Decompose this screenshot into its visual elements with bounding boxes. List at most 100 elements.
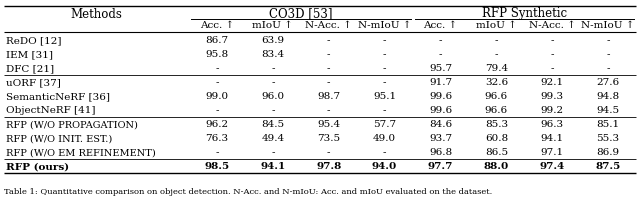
Text: RFP Synthetic: RFP Synthetic [482, 7, 567, 20]
Text: N-Acc. ↑: N-Acc. ↑ [305, 21, 352, 30]
Text: -: - [383, 147, 387, 156]
Text: N-mIoU ↑: N-mIoU ↑ [581, 21, 635, 30]
Text: 96.6: 96.6 [484, 92, 508, 101]
Text: 85.1: 85.1 [596, 120, 620, 128]
Text: 99.0: 99.0 [205, 92, 228, 101]
Text: N-mIoU ↑: N-mIoU ↑ [358, 21, 412, 30]
Text: 86.5: 86.5 [484, 147, 508, 156]
Text: 94.1: 94.1 [541, 134, 564, 142]
Text: -: - [383, 50, 387, 59]
Text: 95.1: 95.1 [373, 92, 396, 101]
Text: -: - [327, 147, 330, 156]
Text: 94.8: 94.8 [596, 92, 620, 101]
Text: 86.7: 86.7 [205, 36, 228, 45]
Text: 99.2: 99.2 [541, 106, 564, 115]
Text: RFP (W/O EM REFINEMENT): RFP (W/O EM REFINEMENT) [6, 147, 156, 156]
Text: 95.8: 95.8 [205, 50, 228, 59]
Text: uORF [37]: uORF [37] [6, 78, 61, 87]
Text: 84.6: 84.6 [429, 120, 452, 128]
Text: -: - [271, 106, 275, 115]
Text: -: - [383, 36, 387, 45]
Text: ReDO [12]: ReDO [12] [6, 36, 61, 45]
Text: -: - [215, 64, 219, 73]
Text: 96.3: 96.3 [541, 120, 564, 128]
Text: -: - [550, 64, 554, 73]
Text: -: - [215, 78, 219, 87]
Text: 95.4: 95.4 [317, 120, 340, 128]
Text: -: - [550, 36, 554, 45]
Text: CO3D [53]: CO3D [53] [269, 7, 333, 20]
Text: 96.0: 96.0 [261, 92, 284, 101]
Text: 49.0: 49.0 [373, 134, 396, 142]
Text: 76.3: 76.3 [205, 134, 228, 142]
Text: 96.2: 96.2 [205, 120, 228, 128]
Text: -: - [438, 50, 442, 59]
Text: 87.5: 87.5 [595, 161, 621, 170]
Text: 93.7: 93.7 [429, 134, 452, 142]
Text: 79.4: 79.4 [484, 64, 508, 73]
Text: -: - [271, 64, 275, 73]
Text: RFP (W/O INIT. EST.): RFP (W/O INIT. EST.) [6, 134, 112, 142]
Text: 96.6: 96.6 [484, 106, 508, 115]
Text: 91.7: 91.7 [429, 78, 452, 87]
Text: 99.6: 99.6 [429, 92, 452, 101]
Text: -: - [606, 50, 610, 59]
Text: 96.8: 96.8 [429, 147, 452, 156]
Text: 99.3: 99.3 [541, 92, 564, 101]
Text: -: - [383, 64, 387, 73]
Text: 57.7: 57.7 [373, 120, 396, 128]
Text: N-Acc. ↑: N-Acc. ↑ [529, 21, 575, 30]
Text: 73.5: 73.5 [317, 134, 340, 142]
Text: -: - [215, 147, 219, 156]
Text: ObjectNeRF [41]: ObjectNeRF [41] [6, 106, 95, 115]
Text: 63.9: 63.9 [261, 36, 284, 45]
Text: SemanticNeRF [36]: SemanticNeRF [36] [6, 92, 110, 101]
Text: -: - [383, 78, 387, 87]
Text: DFC [21]: DFC [21] [6, 64, 54, 73]
Text: -: - [327, 64, 330, 73]
Text: 94.0: 94.0 [372, 161, 397, 170]
Text: Methods: Methods [70, 7, 122, 20]
Text: -: - [327, 78, 330, 87]
Text: Table 1: Quantitative comparison on object detection. N-Acc. and N-mIoU: Acc. an: Table 1: Quantitative comparison on obje… [4, 187, 492, 195]
Text: IEM [31]: IEM [31] [6, 50, 53, 59]
Text: -: - [606, 64, 610, 73]
Text: 55.3: 55.3 [596, 134, 620, 142]
Text: 98.5: 98.5 [204, 161, 230, 170]
Text: 32.6: 32.6 [484, 78, 508, 87]
Text: -: - [327, 50, 330, 59]
Text: 92.1: 92.1 [541, 78, 564, 87]
Text: RFP (ours): RFP (ours) [6, 161, 69, 170]
Text: 85.3: 85.3 [484, 120, 508, 128]
Text: 97.1: 97.1 [541, 147, 564, 156]
Text: 94.1: 94.1 [260, 161, 285, 170]
Text: -: - [383, 106, 387, 115]
Text: Acc. ↑: Acc. ↑ [200, 21, 234, 30]
Text: 60.8: 60.8 [484, 134, 508, 142]
Text: -: - [495, 50, 498, 59]
Text: 97.7: 97.7 [428, 161, 453, 170]
Text: -: - [327, 106, 330, 115]
Text: -: - [606, 36, 610, 45]
Text: 97.4: 97.4 [540, 161, 565, 170]
Text: 99.6: 99.6 [429, 106, 452, 115]
Text: 88.0: 88.0 [484, 161, 509, 170]
Text: 27.6: 27.6 [596, 78, 620, 87]
Text: -: - [550, 50, 554, 59]
Text: Acc. ↑: Acc. ↑ [423, 21, 458, 30]
Text: -: - [327, 36, 330, 45]
Text: mIoU ↑: mIoU ↑ [252, 21, 293, 30]
Text: -: - [438, 36, 442, 45]
Text: 83.4: 83.4 [261, 50, 284, 59]
Text: -: - [495, 36, 498, 45]
Text: mIoU ↑: mIoU ↑ [476, 21, 516, 30]
Text: 84.5: 84.5 [261, 120, 284, 128]
Text: 95.7: 95.7 [429, 64, 452, 73]
Text: 49.4: 49.4 [261, 134, 284, 142]
Text: 94.5: 94.5 [596, 106, 620, 115]
Text: 97.8: 97.8 [316, 161, 341, 170]
Text: -: - [271, 78, 275, 87]
Text: RFP (W/O PROPAGATION): RFP (W/O PROPAGATION) [6, 120, 138, 128]
Text: -: - [271, 147, 275, 156]
Text: -: - [215, 106, 219, 115]
